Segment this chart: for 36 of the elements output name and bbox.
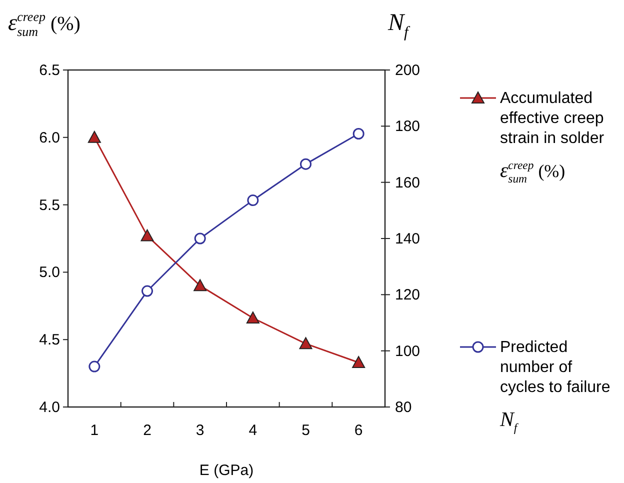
y2-tick-label: 180 (395, 118, 420, 136)
y2-tick-label: 120 (395, 286, 420, 304)
y-tick-label: 4.0 (39, 399, 60, 416)
point (142, 285, 153, 297)
legend-label: Accumulated effective creep strain in solder ε$^{creep}$$_{sum}$ (%) (500, 90, 605, 186)
y-tick-label: 6.5 (39, 62, 60, 79)
x-tick-label: 4 (248, 422, 258, 439)
point (246, 312, 260, 324)
point (194, 232, 206, 244)
y2-tick-label: 140 (395, 230, 420, 248)
x-tick-label: 6 (354, 422, 363, 439)
y2-axis-title: N$_{f}$ (387, 10, 412, 42)
y-tick-label: 5.0 (39, 264, 60, 282)
point (300, 158, 312, 170)
point (352, 356, 366, 368)
x-tick-label: 1 (90, 422, 99, 439)
point (194, 279, 207, 292)
x-tick-label: 2 (143, 422, 152, 439)
y-axis-title: ε$^{creep}$$_{sum}$ (%) (8, 9, 80, 39)
legend-label: Predicted number of cycles to failure N$_{f}$ (499, 339, 610, 434)
x-tick-label: 5 (302, 422, 310, 439)
x-axis-title: E (GPa) (199, 462, 254, 479)
y2-tick-label: 160 (395, 174, 420, 192)
point (88, 130, 101, 143)
point (352, 128, 364, 140)
y2-tick-label: 80 (395, 399, 412, 416)
y2-tick-label: 200 (395, 62, 420, 79)
y-tick-label: 6.0 (39, 129, 60, 146)
point (88, 360, 100, 372)
point (247, 194, 259, 206)
y-tick-label: 5.5 (39, 196, 60, 214)
y-tick-label: 4.5 (39, 332, 60, 349)
point (299, 337, 312, 350)
y2-tick-label: 100 (395, 342, 420, 360)
x-tick-label: 3 (196, 422, 204, 439)
point (140, 229, 154, 242)
